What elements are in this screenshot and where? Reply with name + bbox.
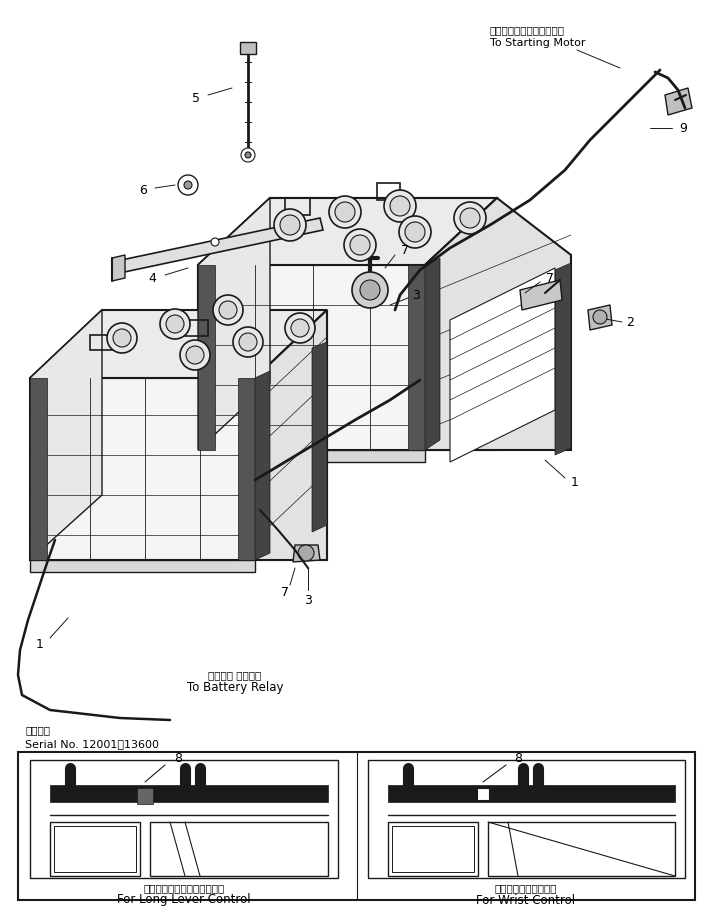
Text: リストコントロール用: リストコントロール用 [495, 883, 558, 893]
Polygon shape [425, 198, 497, 450]
Circle shape [405, 222, 425, 242]
Circle shape [344, 229, 376, 261]
Text: 4: 4 [148, 271, 156, 285]
Polygon shape [198, 265, 425, 450]
Polygon shape [255, 371, 270, 560]
Circle shape [219, 301, 237, 319]
Circle shape [285, 313, 315, 343]
Polygon shape [30, 310, 102, 560]
Circle shape [593, 310, 607, 324]
Text: バッテリ リレーへ: バッテリ リレーへ [208, 670, 262, 680]
Circle shape [160, 309, 190, 339]
Polygon shape [137, 788, 153, 804]
Text: 7: 7 [281, 585, 289, 599]
Polygon shape [50, 822, 140, 876]
Circle shape [454, 202, 486, 234]
Circle shape [113, 329, 131, 347]
Polygon shape [520, 280, 562, 310]
Polygon shape [198, 198, 270, 450]
Polygon shape [198, 265, 425, 450]
Polygon shape [240, 42, 256, 54]
Polygon shape [450, 268, 555, 462]
Circle shape [186, 346, 204, 364]
Text: For Long Lever Control: For Long Lever Control [117, 894, 251, 907]
Circle shape [239, 333, 257, 351]
Polygon shape [30, 378, 47, 560]
Circle shape [107, 323, 137, 353]
Text: To Starting Motor: To Starting Motor [490, 38, 585, 48]
Polygon shape [30, 560, 255, 572]
Text: 5: 5 [192, 91, 200, 104]
Text: 8: 8 [514, 751, 522, 764]
Text: 6: 6 [139, 184, 147, 196]
Polygon shape [312, 342, 327, 532]
Polygon shape [30, 310, 327, 378]
Circle shape [245, 152, 251, 158]
Text: 1: 1 [36, 638, 44, 652]
Text: 3: 3 [412, 289, 420, 301]
Circle shape [241, 148, 255, 162]
Circle shape [184, 181, 192, 189]
Polygon shape [238, 378, 255, 560]
Text: 7: 7 [401, 244, 409, 257]
Polygon shape [368, 760, 685, 878]
Polygon shape [293, 545, 320, 562]
Circle shape [180, 340, 210, 370]
Polygon shape [18, 752, 695, 900]
Circle shape [350, 235, 370, 255]
Polygon shape [112, 255, 125, 281]
Text: 3: 3 [304, 593, 312, 606]
Polygon shape [30, 760, 338, 878]
Polygon shape [388, 785, 675, 802]
Text: 1: 1 [571, 476, 579, 488]
Circle shape [211, 238, 219, 246]
Polygon shape [50, 785, 328, 802]
Polygon shape [112, 218, 323, 274]
Circle shape [460, 208, 480, 228]
Polygon shape [408, 265, 425, 450]
Polygon shape [477, 788, 489, 800]
Polygon shape [665, 88, 692, 115]
Circle shape [274, 209, 306, 241]
Circle shape [213, 295, 243, 325]
Circle shape [298, 545, 314, 561]
Circle shape [335, 202, 355, 222]
Text: 7: 7 [546, 271, 554, 285]
Text: For Wrist Control: For Wrist Control [476, 894, 575, 907]
Circle shape [280, 215, 300, 235]
Circle shape [291, 319, 309, 337]
Text: 適用番号: 適用番号 [25, 725, 50, 735]
Text: ロングレバーコントロール用: ロングレバーコントロール用 [143, 883, 225, 893]
Text: スターティングモーター～: スターティングモーター～ [490, 25, 565, 35]
Polygon shape [198, 450, 425, 462]
Polygon shape [198, 198, 498, 265]
Circle shape [166, 315, 184, 333]
Text: To Battery Relay: To Battery Relay [187, 681, 283, 695]
Polygon shape [255, 310, 327, 560]
Polygon shape [555, 263, 571, 455]
Polygon shape [255, 310, 327, 560]
Text: 8: 8 [174, 751, 182, 764]
Text: 2: 2 [626, 316, 634, 329]
Circle shape [329, 196, 361, 228]
Text: 9: 9 [679, 121, 687, 134]
Circle shape [233, 327, 263, 357]
Circle shape [390, 196, 410, 216]
Polygon shape [198, 265, 215, 450]
Polygon shape [588, 305, 612, 330]
Polygon shape [425, 198, 571, 450]
Circle shape [360, 280, 380, 300]
Polygon shape [198, 198, 497, 265]
Circle shape [399, 216, 431, 248]
Polygon shape [425, 258, 440, 450]
Polygon shape [30, 378, 255, 560]
Circle shape [352, 272, 388, 308]
Circle shape [178, 175, 198, 195]
Text: Serial No. 12001～13600: Serial No. 12001～13600 [25, 739, 159, 749]
Circle shape [384, 190, 416, 222]
